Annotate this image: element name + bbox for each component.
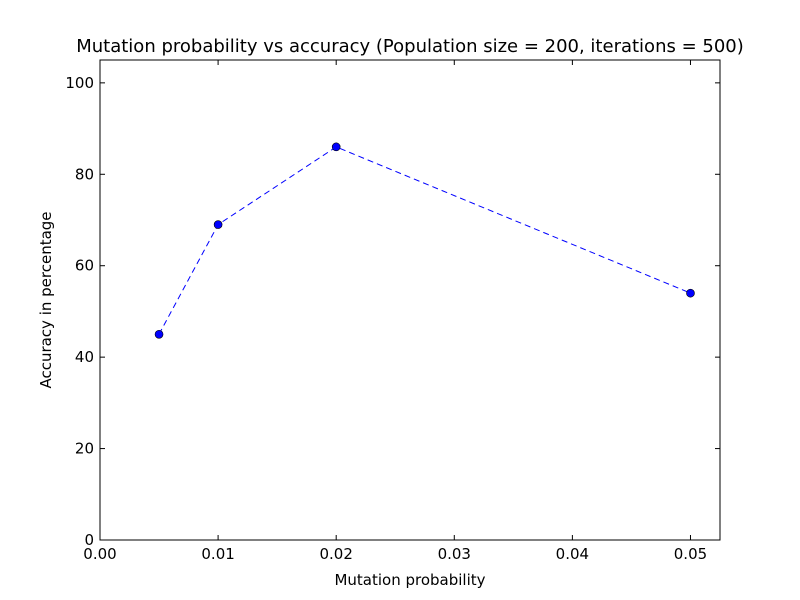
- y-tick-label: 0: [84, 531, 94, 549]
- axis-ticks: 0.00 0.01 0.02 0.03 0.04 0.05 0 20 40 60 80 100: [65, 60, 720, 563]
- data-point: [213, 220, 223, 229]
- series-line: [158, 146, 691, 335]
- data-point: [331, 142, 341, 152]
- x-tick-label: 0.05: [674, 545, 707, 563]
- plot-area-frame: [99, 59, 721, 541]
- x-tick-label: 0.01: [201, 545, 234, 563]
- x-tick-label: 0.04: [556, 545, 589, 563]
- y-tick-label: 100: [65, 74, 94, 92]
- y-axis-label: Accuracy in percentage: [37, 211, 55, 388]
- chart-title: Mutation probability vs accuracy (Popula…: [76, 36, 744, 57]
- y-tick-label: 60: [75, 257, 94, 275]
- x-tick-label: 0.02: [319, 545, 352, 563]
- y-tick-label: 80: [75, 165, 94, 183]
- data-point: [154, 329, 164, 339]
- x-axis-label: Mutation probability: [334, 571, 485, 589]
- x-tick-label: 0.00: [83, 545, 116, 563]
- x-tick-label: 0.03: [438, 545, 471, 563]
- y-tick-label: 40: [75, 348, 94, 366]
- y-tick-label: 20: [75, 440, 94, 458]
- data-point: [686, 288, 695, 298]
- series-layer: [154, 142, 695, 339]
